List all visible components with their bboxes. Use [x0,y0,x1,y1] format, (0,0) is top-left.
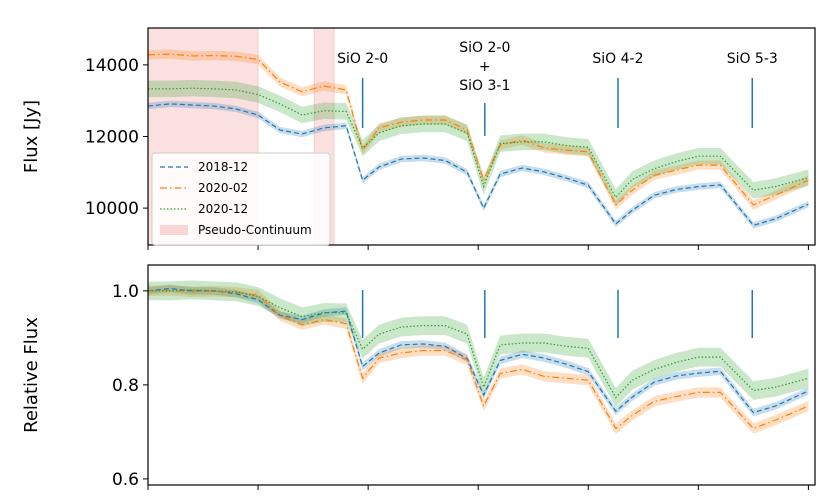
annotation-label: + [479,59,491,75]
annotation-label: SiO 4-2 [592,51,643,67]
error-band [148,100,809,229]
error-band [148,49,809,210]
annotation-label: SiO 3-1 [459,78,510,94]
legend-label: 2020-02 [198,181,248,195]
y-tick-label: 10000 [85,199,139,219]
y-axis-label: Flux [Jy] [21,100,42,173]
y-tick-label: 12000 [85,128,139,148]
legend-box [151,152,331,246]
legend-label: 2020-12 [198,202,248,216]
error-band [148,284,809,417]
series-line [148,87,809,199]
y-tick-label: 0.6 [112,470,139,490]
y-axis-label: Relative Flux [21,317,42,433]
annotation-label: SiO 5-3 [727,51,778,67]
y-tick-label: 0.8 [112,376,139,396]
annotation-label: SiO 2-0 [337,51,388,67]
plot-area [148,280,809,434]
y-tick-label: 14000 [85,56,139,76]
y-tick-label: 1.0 [112,282,139,302]
axes-frame [147,264,816,486]
legend-swatch [160,225,188,235]
annotation-label: SiO 2-0 [459,40,510,56]
legend-label: Pseudo-Continuum [198,223,312,237]
series-line [148,289,809,430]
legend-label: 2018-12 [198,160,248,174]
series-line [148,53,809,206]
series-line [148,287,809,414]
